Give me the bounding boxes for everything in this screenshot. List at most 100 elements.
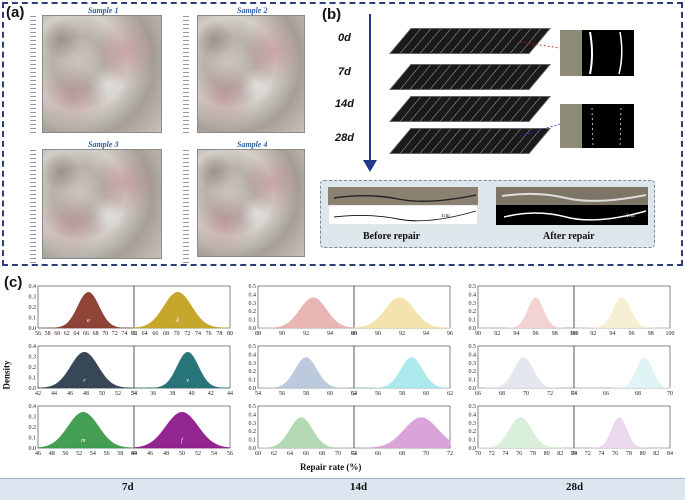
x-tick-label: 74 bbox=[121, 331, 127, 337]
y-tick-label: 0.3 bbox=[29, 415, 37, 421]
sample-2-title: Sample 2 bbox=[237, 6, 268, 15]
x-tick-label: 90 bbox=[279, 331, 285, 337]
x-tick-label: 64 bbox=[73, 331, 79, 337]
x-tick-label: 50 bbox=[179, 451, 185, 457]
x-tick-label: 90 bbox=[375, 331, 381, 337]
x-tick-label: 46 bbox=[67, 391, 73, 397]
y-tick-label: 0.4 bbox=[29, 404, 37, 410]
x-tick-label: 100 bbox=[570, 331, 579, 337]
x-tick-label: 68 bbox=[319, 451, 325, 457]
x-tick-label: 82 bbox=[557, 451, 563, 457]
sample-letter: k bbox=[176, 318, 179, 324]
y-tick-label: 0.1 bbox=[29, 376, 37, 382]
x-tick-label: 58 bbox=[117, 451, 123, 457]
after-scale-bar: 1cm bbox=[626, 214, 635, 219]
y-tick-label: 0.2 bbox=[469, 309, 477, 315]
y-tick-label: 0.2 bbox=[29, 365, 37, 371]
x-tick-label: 68 bbox=[399, 451, 405, 457]
sample-3-title: Sample 3 bbox=[88, 140, 119, 149]
x-tick-label: 56 bbox=[35, 331, 41, 337]
x-tick-label: 96 bbox=[447, 331, 453, 337]
x-tick-label: 74 bbox=[571, 391, 577, 397]
y-tick-label: 0.4 bbox=[469, 352, 477, 358]
density-curve bbox=[353, 417, 451, 449]
y-tick-label: 0.1 bbox=[469, 318, 477, 324]
x-tick-label: 34 bbox=[131, 391, 137, 397]
density-curve bbox=[133, 411, 231, 449]
x-tick-label: 78 bbox=[530, 451, 536, 457]
period-label-28d: 28d bbox=[566, 481, 584, 493]
x-tick-label: 80 bbox=[544, 451, 550, 457]
y-tick-label: 0.3 bbox=[469, 301, 477, 307]
y-tick-label: 0.0 bbox=[29, 386, 37, 392]
x-tick-label: 70 bbox=[335, 451, 341, 457]
repair-rate-axis-label: Repair rate (%) bbox=[300, 462, 362, 472]
x-tick-label: 98 bbox=[552, 331, 558, 337]
x-tick-label: 42 bbox=[208, 391, 214, 397]
x-tick-label: 38 bbox=[169, 391, 175, 397]
density-curve bbox=[478, 357, 574, 389]
y-tick-label: 0.2 bbox=[29, 425, 37, 431]
x-tick-label: 48 bbox=[163, 451, 169, 457]
x-tick-label: 90 bbox=[571, 331, 577, 337]
x-tick-label: 52 bbox=[195, 451, 201, 457]
x-tick-label: 96 bbox=[351, 331, 357, 337]
y-tick-label: 0.3 bbox=[29, 295, 37, 301]
x-tick-label: 72 bbox=[112, 331, 118, 337]
density-curve bbox=[258, 357, 354, 389]
y-tick-label: 0.1 bbox=[469, 438, 477, 444]
sample-letter: a bbox=[87, 318, 90, 324]
x-tick-label: 60 bbox=[255, 451, 261, 457]
y-tick-label: 0.2 bbox=[469, 429, 477, 435]
sample-letter: m bbox=[81, 438, 86, 444]
x-tick-label: 58 bbox=[399, 391, 405, 397]
x-tick-label: 70 bbox=[174, 331, 180, 337]
x-tick-label: 46 bbox=[35, 451, 41, 457]
sample-4-title: Sample 4 bbox=[237, 140, 268, 149]
density-curve bbox=[37, 412, 135, 449]
x-tick-label: 88 bbox=[255, 331, 261, 337]
x-tick-label: 64 bbox=[287, 451, 293, 457]
x-tick-label: 92 bbox=[303, 331, 309, 337]
y-tick-label: 0.4 bbox=[29, 344, 37, 350]
y-tick-label: 0.0 bbox=[249, 446, 257, 452]
panel-b-label: (b) bbox=[322, 6, 342, 23]
x-tick-label: 92 bbox=[590, 331, 596, 337]
x-tick-label: 72 bbox=[351, 451, 357, 457]
y-tick-label: 0.1 bbox=[249, 318, 257, 324]
x-tick-label: 54 bbox=[351, 391, 357, 397]
x-tick-label: 84 bbox=[571, 451, 577, 457]
y-tick-label: 0.3 bbox=[469, 421, 477, 427]
x-tick-label: 68 bbox=[635, 391, 641, 397]
y-tick-label: 0.1 bbox=[469, 378, 477, 384]
y-tick-label: 0.0 bbox=[469, 326, 477, 332]
x-tick-label: 56 bbox=[104, 451, 110, 457]
x-tick-label: 66 bbox=[475, 391, 481, 397]
x-tick-label: 78 bbox=[216, 331, 222, 337]
y-tick-label: 0.5 bbox=[249, 404, 257, 410]
y-tick-label: 0.1 bbox=[29, 436, 37, 442]
density-curve bbox=[478, 297, 574, 329]
x-tick-label: 64 bbox=[142, 331, 148, 337]
x-tick-label: 70 bbox=[523, 391, 529, 397]
x-tick-label: 50 bbox=[99, 391, 105, 397]
x-tick-label: 66 bbox=[375, 451, 381, 457]
y-tick-label: 0.3 bbox=[249, 301, 257, 307]
period-bar bbox=[0, 478, 685, 500]
x-tick-label: 70 bbox=[571, 451, 577, 457]
x-tick-label: 36 bbox=[150, 391, 156, 397]
x-tick-label: 92 bbox=[399, 331, 405, 337]
x-tick-label: 56 bbox=[375, 391, 381, 397]
y-tick-label: 0.5 bbox=[249, 284, 257, 290]
y-tick-label: 0.2 bbox=[249, 369, 257, 375]
x-tick-label: 96 bbox=[629, 331, 635, 337]
x-tick-label: 72 bbox=[447, 451, 453, 457]
x-tick-label: 42 bbox=[35, 391, 41, 397]
x-tick-label: 48 bbox=[49, 451, 55, 457]
before-repair-label: Before repair bbox=[363, 231, 421, 242]
x-tick-label: 64 bbox=[571, 391, 577, 397]
y-tick-label: 0.4 bbox=[469, 292, 477, 298]
y-tick-label: 0.2 bbox=[469, 369, 477, 375]
x-tick-label: 92 bbox=[494, 331, 500, 337]
before-scale-bar: 1cm bbox=[441, 214, 450, 219]
